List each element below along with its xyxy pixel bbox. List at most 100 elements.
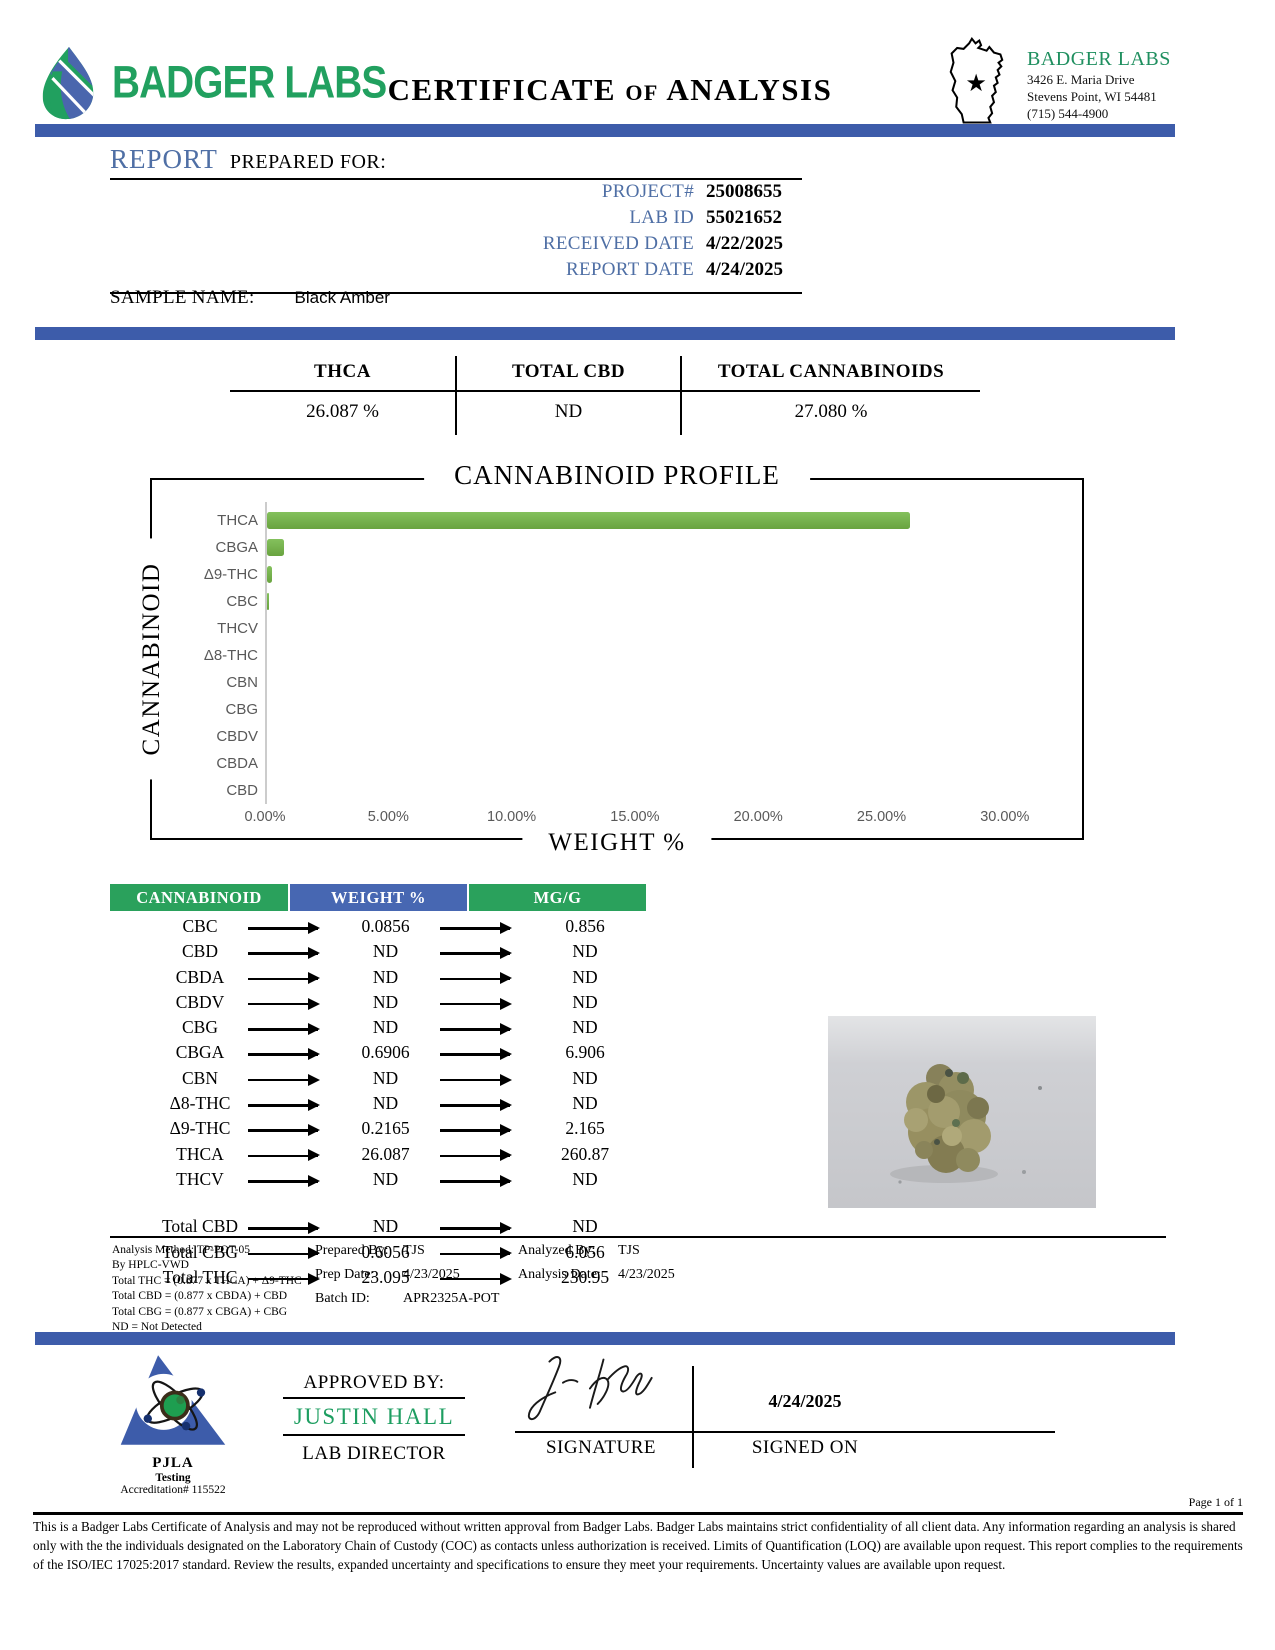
row-mg: 2.165	[565, 1118, 605, 1139]
table-row: CBC 0.0856 0.856	[110, 916, 650, 941]
row-weight: ND	[372, 1168, 399, 1189]
chart-bar	[267, 539, 285, 556]
row-cannabinoid: CBDA	[175, 966, 225, 987]
column-header-cannabinoid: CANNABINOID	[110, 884, 288, 911]
arrow-icon	[440, 1048, 512, 1060]
row-cannabinoid: CBGA	[175, 1042, 225, 1063]
row-weight: 0.2165	[361, 1118, 410, 1139]
arrow-icon	[248, 1124, 320, 1136]
row-mg: ND	[572, 1093, 598, 1114]
chart-category-label: THCA	[217, 512, 258, 529]
lab-address-line2: Stevens Point, WI 54481	[1027, 89, 1157, 105]
chart-bar-row: CBD	[152, 777, 1082, 804]
pjla-accreditation-number: Accreditation# 115522	[120, 1484, 226, 1496]
signed-on-date: 4/24/2025	[768, 1391, 842, 1411]
summary-label: TOTAL CANNABINOIDS	[682, 356, 980, 392]
table-row: CBDA ND ND	[110, 967, 650, 992]
sample-name-row: SAMPLE NAME: Black Amber	[110, 287, 390, 309]
arrow-icon	[248, 998, 320, 1009]
summary-column: TOTAL CANNABINOIDS 27.080 %	[680, 356, 980, 435]
table-row: THCV ND ND	[110, 1169, 650, 1194]
row-weight: ND	[372, 1017, 399, 1038]
chart-bar-row: CBG	[152, 696, 1082, 723]
divider-band	[35, 1332, 1175, 1345]
arrow-icon	[440, 1099, 512, 1110]
row-weight: 0.6056	[361, 1241, 410, 1262]
summary-table: THCA 26.087 % TOTAL CBD ND TOTAL CANNABINOID…	[230, 356, 980, 435]
row-cannabinoid: CBG	[182, 1017, 218, 1038]
column-header-mgg: MG/G	[469, 884, 646, 911]
signature-label: SIGNATURE	[545, 1437, 657, 1458]
row-mg: ND	[572, 1067, 598, 1088]
chart-x-axis-label: WEIGHT %	[522, 829, 712, 857]
approver-title: LAB DIRECTOR	[302, 1443, 446, 1464]
batch-id-label: Batch ID:	[315, 1291, 370, 1306]
table-row: CBD ND ND	[110, 941, 650, 966]
row-weight: 0.6906	[361, 1042, 410, 1063]
arrow-icon	[440, 1074, 512, 1085]
pjla-testing: Testing	[155, 1472, 191, 1484]
chart-bar-row: CBGA	[152, 534, 1082, 561]
signed-on-label: SIGNED ON	[751, 1437, 859, 1458]
cannabinoid-table-header: CANNABINOID WEIGHT % MG/G	[110, 884, 756, 911]
field-value: 25008655	[706, 181, 782, 202]
table-row: CBDV ND ND	[110, 992, 650, 1017]
chart-title: CANNABINOID PROFILE	[424, 460, 810, 491]
arrow-icon	[440, 1248, 512, 1259]
cannabinoid-rows: CBC 0.0856 0.856 CBD ND ND CBDA ND ND CBDV ND ND CBG…	[110, 916, 650, 1292]
chart-axis-line	[265, 502, 267, 804]
lab-address-line1: 3426 E. Maria Drive	[1027, 72, 1135, 87]
chart-category-label: CBDA	[216, 755, 258, 772]
chart-category-label: Δ8-THC	[203, 647, 258, 664]
arrow-icon	[248, 1222, 320, 1234]
batch-id-value: APR2325A-POT	[403, 1291, 500, 1306]
field-value: 55021652	[706, 207, 782, 228]
approved-by-block: APPROVED BY: JUSTIN HALL LAB DIRECTOR	[283, 1372, 465, 1465]
sample-name-label: SAMPLE NAME:	[110, 287, 255, 308]
arrow-icon	[248, 1150, 320, 1161]
summary-value: ND	[554, 401, 583, 422]
badger-labs-logo: BADGER LABS	[38, 46, 424, 120]
chart-x-tick: 30.00%	[980, 809, 1030, 825]
table-row: Δ8-THC ND ND	[110, 1093, 650, 1118]
arrow-icon	[248, 1248, 320, 1259]
divider-band	[35, 327, 1175, 340]
pjla-accreditation: PJLA Testing Accreditation# 115522	[106, 1350, 240, 1496]
chart-x-tick: 15.00%	[610, 809, 660, 825]
arrow-icon	[248, 1048, 320, 1060]
report-fields: PROJECT# 25008655 LAB ID 55021652 RECEIVED D…	[110, 181, 802, 294]
summary-value: 27.080 %	[794, 401, 868, 422]
field-value: 4/24/2025	[706, 259, 784, 280]
row-cannabinoid: CBD	[182, 941, 218, 962]
chart-bar-row: CBN	[152, 669, 1082, 696]
chart-category-label: CBN	[226, 674, 258, 691]
approver-name: JUSTIN HALL	[283, 1399, 465, 1436]
row-weight: ND	[372, 966, 399, 987]
chart-bar-row: CBDV	[152, 723, 1082, 750]
report-section-title: REPORT	[110, 144, 218, 174]
row-weight: ND	[372, 1093, 399, 1114]
field-label: RECEIVED DATE	[542, 233, 694, 254]
lab-address-block: ★ BADGER LABS 3426 E. Maria Drive Steven…	[943, 36, 1171, 133]
chart-category-label: THCV	[217, 620, 258, 637]
row-cannabinoid: Total THC	[162, 1266, 238, 1287]
arrow-icon	[248, 947, 320, 959]
star-icon: ★	[965, 71, 986, 97]
chart-bar	[267, 512, 911, 529]
analysis-date-value: 4/23/2025	[618, 1267, 675, 1282]
row-weight: ND	[372, 1216, 399, 1237]
chart-bar	[267, 593, 270, 610]
row-cannabinoid: Δ9-THC	[169, 1118, 231, 1139]
row-mg: 6.056	[565, 1241, 605, 1262]
chart-category-label: CBDV	[216, 728, 258, 745]
row-cannabinoid: THCV	[176, 1168, 224, 1189]
row-cannabinoid: Total CBD	[161, 1216, 239, 1237]
row-mg: ND	[572, 941, 598, 962]
row-weight: ND	[372, 1067, 399, 1088]
pjla-org: PJLA	[152, 1455, 194, 1471]
arrow-icon	[440, 1150, 512, 1161]
row-mg: 230.95	[560, 1266, 610, 1287]
lab-phone: (715) 544-4900	[1027, 106, 1109, 122]
chart-x-tick: 5.00%	[367, 809, 409, 825]
